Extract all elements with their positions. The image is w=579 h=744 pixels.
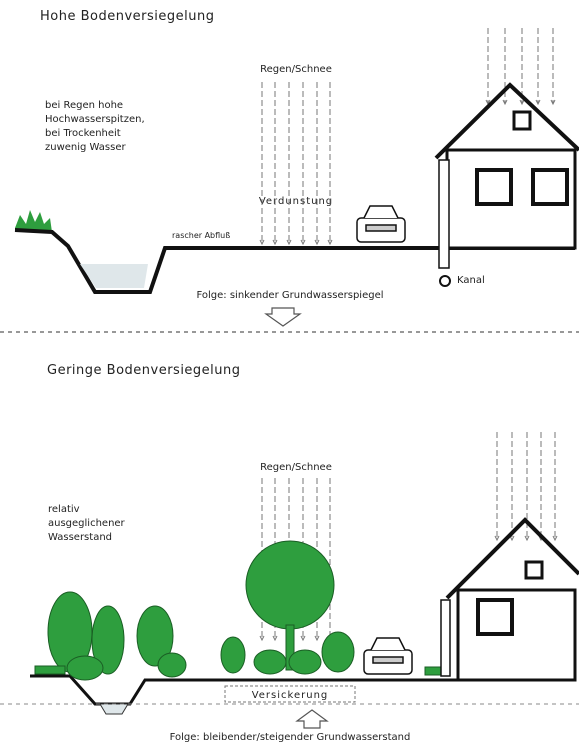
consequence: Folge: sinkender Grundwasserspiegel	[196, 290, 383, 301]
runoff-label: rascher Abfluß	[172, 231, 230, 240]
pond	[100, 704, 128, 714]
note-line: bei Regen hohe	[45, 100, 123, 111]
consequence: Folge: bleibender/steigender Grundwasser…	[170, 732, 411, 743]
rain-label: Regen/Schnee	[260, 64, 332, 75]
note-line: Wasserstand	[48, 532, 112, 543]
house	[441, 520, 579, 680]
sewer-label: Kanal	[457, 275, 485, 286]
infiltration-label: Versickerung	[252, 690, 329, 701]
panel-title: Hohe Bodenversiegelung	[40, 9, 214, 24]
car	[364, 638, 412, 674]
down-arrow	[266, 308, 300, 326]
panel-title: Geringe Bodenversiegelung	[47, 363, 241, 378]
car	[357, 206, 405, 242]
note-line: Hochwasserspitzen,	[45, 114, 145, 125]
evaporation-label: Verdunstung	[259, 196, 333, 207]
note-line: zuwenig Wasser	[45, 142, 127, 153]
up-arrow	[297, 710, 327, 728]
rain-label: Regen/Schnee	[260, 462, 332, 473]
note-line: relativ	[48, 504, 80, 515]
diagram: Hohe Bodenversiegelung Regen/Schnee bei …	[0, 0, 579, 744]
note-line: ausgeglichener	[48, 518, 126, 529]
panel-high-sealing: Hohe Bodenversiegelung Regen/Schnee bei …	[15, 9, 579, 326]
panel-low-sealing: Geringe Bodenversiegelung Regen/Schnee r…	[0, 363, 579, 743]
house	[436, 85, 579, 286]
note-line: bei Trockenheit	[45, 128, 121, 139]
